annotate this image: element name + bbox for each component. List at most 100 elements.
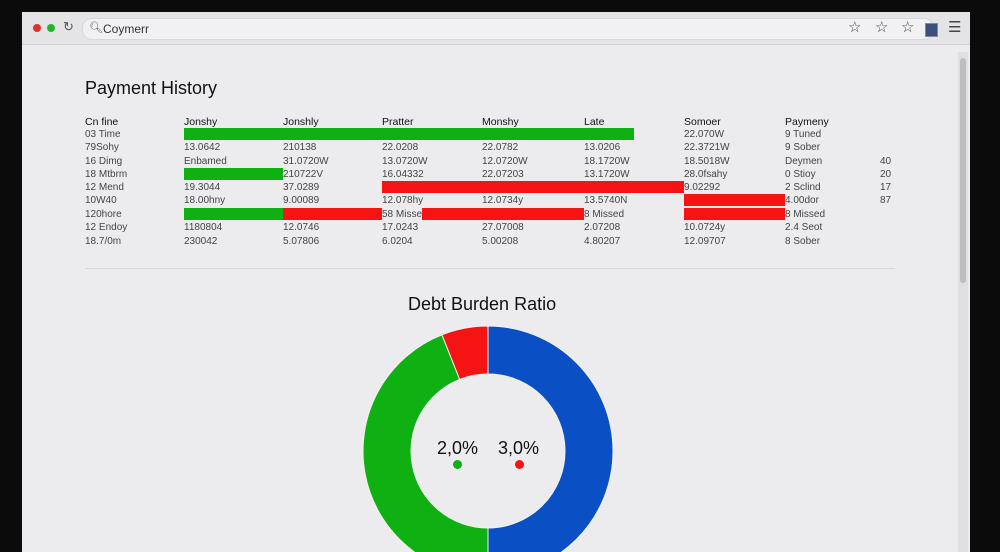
table-cell: 20 bbox=[880, 169, 892, 180]
status-bar-missed bbox=[422, 208, 584, 220]
column-header: Cn fine bbox=[85, 116, 119, 128]
scrollbar[interactable] bbox=[958, 52, 968, 552]
table-cell: 22.0782 bbox=[482, 142, 519, 153]
browser-toolbar: ↻ 🔍︎ Coymerr ☆ ☆ ☆ ☰ bbox=[22, 12, 970, 45]
table-cell: 12 Endoy bbox=[85, 222, 128, 233]
table-cell: 8 Missed bbox=[785, 209, 826, 220]
status-bar-missed bbox=[684, 208, 785, 220]
donut-slice-0 bbox=[487, 325, 614, 552]
close-window-button[interactable] bbox=[33, 24, 41, 32]
column-header: Paymeny bbox=[785, 116, 829, 128]
green-legend-dot bbox=[453, 460, 462, 469]
table-cell: Enbamed bbox=[184, 156, 227, 167]
table-cell: 12.0720W bbox=[482, 156, 528, 167]
table-cell: 79Sohy bbox=[85, 142, 119, 153]
table-cell: 5.00208 bbox=[482, 236, 519, 247]
status-bar-on-time bbox=[184, 208, 283, 220]
table-cell: 2 Sclind bbox=[785, 182, 821, 193]
table-cell: 4.00dor bbox=[785, 195, 819, 206]
page-title: Payment History bbox=[85, 78, 218, 98]
table-cell: 8 Missed bbox=[584, 209, 625, 220]
divider bbox=[85, 268, 895, 269]
starred-icon[interactable]: ☆ bbox=[901, 19, 915, 36]
table-cell: 03 Time bbox=[85, 129, 121, 140]
status-bar-on-time bbox=[184, 168, 283, 180]
table-cell: 4.80207 bbox=[584, 236, 621, 247]
table-cell: 5.07806 bbox=[283, 236, 320, 247]
table-cell: 2.07208 bbox=[584, 222, 621, 233]
reload-icon[interactable]: ↻ bbox=[63, 19, 74, 34]
table-cell: 16 Dimg bbox=[85, 156, 123, 167]
table-cell: 10W40 bbox=[85, 195, 117, 206]
column-header: Jonshy bbox=[184, 116, 218, 128]
table-cell: 210722V bbox=[283, 169, 324, 180]
table-cell: Deymen bbox=[785, 156, 823, 167]
table-cell: 0 Stioy bbox=[785, 169, 816, 180]
table-cell: 13.0642 bbox=[184, 142, 221, 153]
status-bar-on-time bbox=[184, 128, 634, 140]
scrollbar-thumb[interactable] bbox=[960, 58, 966, 283]
chart-title: Debt Burden Ratio bbox=[408, 294, 557, 314]
table-cell: 12.0734y bbox=[482, 195, 524, 206]
column-header: Late bbox=[584, 116, 605, 128]
table-cell: 9 Sober bbox=[785, 142, 821, 153]
address-bar[interactable]: 🔍︎ Coymerr bbox=[82, 18, 934, 40]
table-cell: 210138 bbox=[283, 142, 317, 153]
status-bar-missed bbox=[382, 181, 684, 193]
column-header: Somoer bbox=[684, 116, 721, 128]
table-cell: 19.3044 bbox=[184, 182, 221, 193]
extension-icon[interactable] bbox=[925, 23, 938, 37]
table-cell: 22.07203 bbox=[482, 169, 524, 180]
table-cell: 17 bbox=[880, 182, 892, 193]
table-cell: 9.02292 bbox=[684, 182, 721, 193]
table-cell: 18.00hny bbox=[184, 195, 226, 206]
red-legend-dot bbox=[515, 460, 524, 469]
donut-slice-2 bbox=[441, 325, 489, 381]
donut-slice-1 bbox=[362, 334, 489, 552]
address-text: Coymerr bbox=[103, 22, 150, 36]
star-icon[interactable]: ☆ bbox=[875, 19, 889, 36]
table-cell: 12 Mend bbox=[85, 182, 124, 193]
table-cell: 18 Mtbrm bbox=[85, 169, 128, 180]
table-cell: 230042 bbox=[184, 236, 218, 247]
table-cell: 1180804 bbox=[184, 222, 223, 233]
search-icon: 🔍︎ bbox=[89, 22, 103, 34]
table-cell: 22.3721W bbox=[684, 142, 730, 153]
table-cell: 8 Sober bbox=[785, 236, 821, 247]
center-label-red: 3,0% bbox=[498, 438, 540, 458]
donut-chart bbox=[362, 325, 614, 552]
table-cell: 13.0720W bbox=[382, 156, 428, 167]
table-cell: 12.078hy bbox=[382, 195, 424, 206]
table-cell: 18.7/0m bbox=[85, 236, 122, 247]
table-cell: 22.070W bbox=[684, 129, 725, 140]
table-cell: 10.0724y bbox=[684, 222, 726, 233]
table-cell: 12.09707 bbox=[684, 236, 726, 247]
table-cell: 120hore bbox=[85, 209, 122, 220]
table-cell: 87 bbox=[880, 195, 892, 206]
column-header: Pratter bbox=[382, 116, 414, 128]
maximize-window-button[interactable] bbox=[47, 24, 55, 32]
table-cell: 17.0243 bbox=[382, 222, 419, 233]
menu-icon[interactable]: ☰ bbox=[948, 19, 962, 36]
table-cell: 16.04332 bbox=[382, 169, 424, 180]
table-cell: 22.0208 bbox=[382, 142, 419, 153]
table-cell: 58 Missed bbox=[382, 209, 428, 220]
table-cell: 13.1720W bbox=[584, 169, 630, 180]
table-cell: 13.0206 bbox=[584, 142, 621, 153]
table-cell: 13.5740N bbox=[584, 195, 628, 206]
table-cell: 9.00089 bbox=[283, 195, 320, 206]
bookmark-star-icon[interactable]: ☆ bbox=[848, 19, 862, 36]
status-bar-missed bbox=[684, 194, 785, 206]
table-cell: 18.1720W bbox=[584, 156, 630, 167]
table-cell: 9 Tuned bbox=[785, 129, 822, 140]
table-cell: 27.07008 bbox=[482, 222, 524, 233]
table-cell: 31.0720W bbox=[283, 156, 329, 167]
status-bar-missed bbox=[283, 208, 382, 220]
column-header: Jonshly bbox=[283, 116, 319, 128]
table-cell: 6.0204 bbox=[382, 236, 413, 247]
table-cell: 18.5018W bbox=[684, 156, 730, 167]
table-cell: 28.0fsahy bbox=[684, 169, 728, 180]
center-label-green: 2,0% bbox=[437, 438, 479, 458]
table-cell: 2.4 Seot bbox=[785, 222, 823, 233]
browser-window: ↻ 🔍︎ Coymerr ☆ ☆ ☆ ☰ Payment History Deb… bbox=[22, 12, 970, 552]
